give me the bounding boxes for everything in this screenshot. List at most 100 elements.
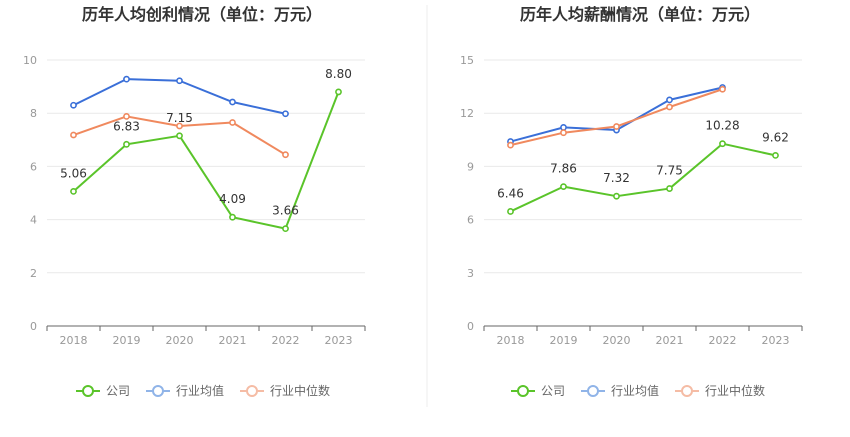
y-tick-label: 0 (30, 320, 37, 333)
x-tick-label: 2020 (603, 334, 631, 347)
data-label: 7.15 (166, 111, 193, 125)
legend-label: 公司 (106, 384, 130, 398)
series-line-industry_avg (510, 86, 723, 143)
legend: 公司 行业均值 行业中位数 (76, 383, 330, 398)
y-tick-label: 10 (23, 54, 37, 67)
legend-item-company: 公司 (76, 384, 130, 398)
chart-1: 历年人均创利情况（单位：万元） 0 2 4 6 8 10 2018 2019 2020 2021 20… (23, 5, 366, 398)
x-tick-label: 2021 (219, 334, 247, 347)
y-tick-label: 6 (467, 214, 474, 227)
legend-label: 行业中位数 (705, 383, 765, 398)
data-point-industry_avg (229, 98, 236, 106)
y-tick-label: 4 (30, 214, 37, 227)
x-tick-label: 2019 (550, 334, 578, 347)
data-label: 3.66 (272, 204, 299, 218)
data-point-industry_median (507, 141, 514, 149)
x-tick-label: 2020 (166, 334, 194, 347)
data-point-company (507, 208, 514, 215)
y-tick-label: 9 (467, 160, 474, 173)
legend-label: 行业均值 (611, 383, 659, 398)
legend-marker (681, 385, 693, 397)
chart-2: 历年人均薪酬情况（单位：万元） 0 3 6 9 12 15 2018 2019 2020 2021 2… (460, 5, 803, 398)
legend-item-industry_avg: 行业均值 (581, 383, 659, 398)
x-tick-label: 2022 (709, 334, 737, 347)
data-point-company (282, 225, 289, 233)
y-tick-label: 2 (30, 267, 37, 280)
legend: 公司 行业均值 行业中位数 (511, 383, 765, 398)
data-label: 6.83 (113, 119, 140, 133)
series-industry_median (507, 85, 726, 149)
data-label: 4.09 (219, 192, 246, 206)
y-tick-label: 6 (30, 160, 37, 173)
series-industry_median (70, 112, 289, 159)
y-tick-label: 0 (467, 320, 474, 333)
data-point-industry_median (560, 129, 567, 137)
data-point-industry_median (229, 119, 236, 126)
y-tick-label: 15 (460, 54, 474, 67)
series-industry_avg (507, 84, 726, 145)
data-point-company (229, 213, 236, 221)
data-point-industry_avg (70, 101, 77, 109)
data-point-industry_avg (560, 123, 567, 131)
data-point-company (335, 88, 342, 96)
data-label: 7.32 (603, 171, 630, 185)
data-point-company (560, 183, 567, 191)
data-point-company (123, 140, 130, 148)
legend-item-company: 公司 (511, 384, 565, 398)
y-tick-label: 8 (30, 107, 37, 120)
data-point-industry_median (176, 122, 183, 130)
data-point-company (719, 140, 726, 148)
series-company: 5.06 6.83 7.15 4.09 3.66 8.80 (60, 67, 352, 233)
data-point-industry_avg (666, 96, 673, 104)
data-point-industry_median (70, 131, 77, 139)
data-point-industry_median (123, 112, 130, 120)
data-label: 8.80 (325, 67, 352, 81)
legend-item-industry_avg: 行业均值 (146, 383, 224, 398)
x-tick-label: 2019 (113, 334, 141, 347)
y-tick-label: 3 (467, 267, 474, 280)
data-point-industry_avg (282, 110, 289, 118)
data-point-industry_median (666, 103, 673, 111)
x-tick-label: 2021 (656, 334, 684, 347)
data-point-company (772, 152, 779, 159)
legend-marker (82, 385, 94, 397)
series-line-company (510, 142, 776, 213)
x-tick-label: 2018 (60, 334, 88, 347)
series-line-industry_avg (73, 78, 286, 115)
legend-marker (246, 385, 258, 397)
legend-label: 行业均值 (176, 383, 224, 398)
data-point-industry_median (613, 123, 620, 130)
chart-title: 历年人均薪酬情况（单位：万元） (520, 5, 760, 24)
data-point-company (70, 188, 77, 195)
data-label: 9.62 (762, 130, 789, 144)
data-point-industry_median (282, 151, 289, 159)
legend-label: 行业中位数 (270, 383, 330, 398)
x-tick-label: 2018 (497, 334, 525, 347)
legend-item-industry_median: 行业中位数 (240, 383, 330, 398)
series-company: 6.46 7.86 7.32 7.75 10.28 9.62 (497, 119, 789, 215)
y-tick-label: 12 (460, 107, 474, 120)
data-point-industry_avg (176, 77, 183, 85)
chart-title: 历年人均创利情况（单位：万元） (82, 5, 322, 24)
series-line-industry_median (510, 88, 723, 147)
data-point-industry_median (719, 85, 726, 93)
legend-item-industry_median: 行业中位数 (675, 383, 765, 398)
legend-marker (587, 385, 599, 397)
data-point-company (613, 192, 620, 200)
data-point-industry_avg (123, 75, 130, 83)
series-industry_avg (70, 75, 289, 118)
x-tick-label: 2023 (762, 334, 790, 347)
data-point-company (176, 132, 183, 140)
data-label: 6.46 (497, 186, 524, 200)
series-line-company (72, 91, 340, 230)
x-tick-label: 2022 (272, 334, 300, 347)
data-label: 7.86 (550, 162, 577, 176)
data-label: 5.06 (60, 166, 87, 180)
legend-marker (152, 385, 164, 397)
data-point-company (666, 185, 673, 192)
x-tick-label: 2023 (325, 334, 353, 347)
legend-marker (517, 385, 529, 397)
data-label: 7.75 (656, 164, 683, 178)
